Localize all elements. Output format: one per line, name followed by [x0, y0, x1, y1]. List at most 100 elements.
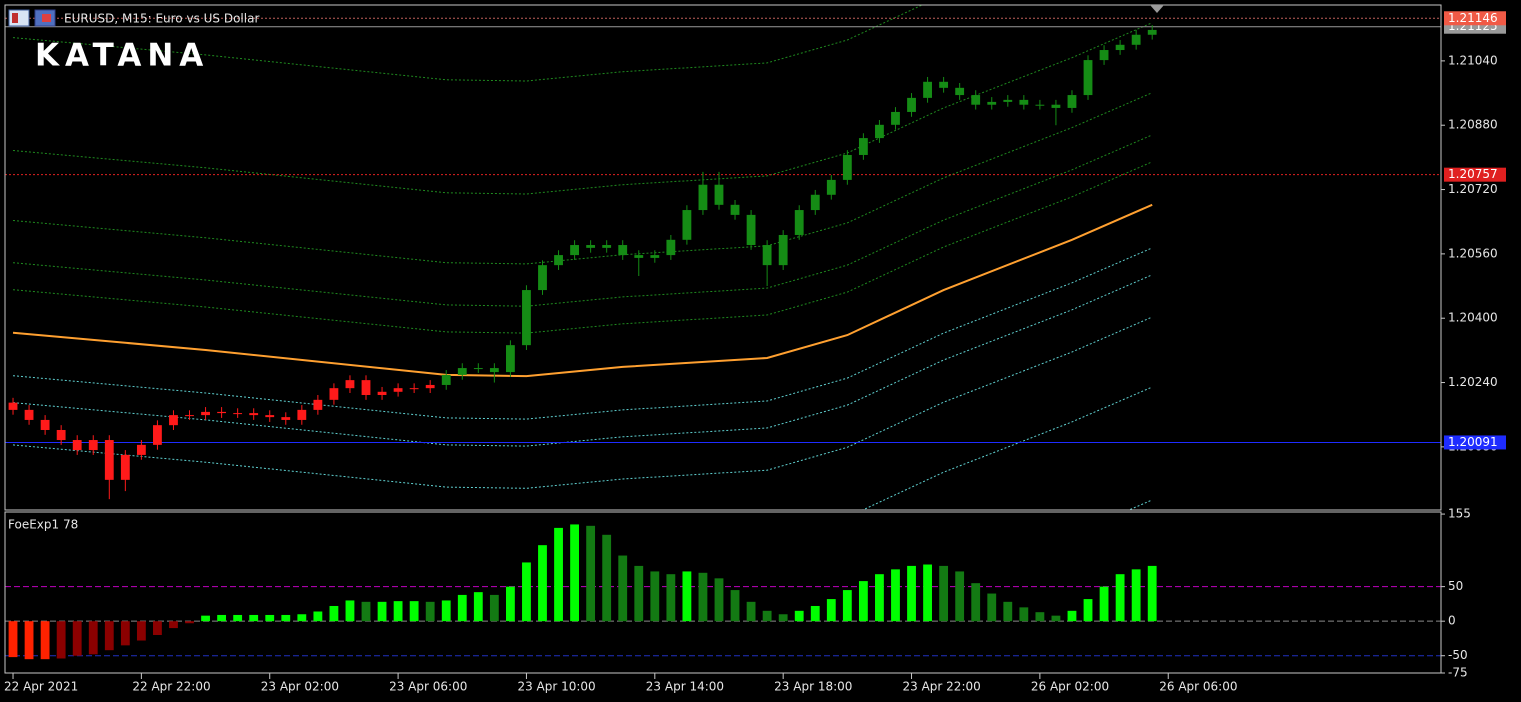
candle-body — [377, 391, 387, 396]
x-tick-label: 22 Apr 22:00 — [132, 680, 210, 694]
candle-body — [730, 204, 740, 215]
indicator-title: FoeExp1 78 — [8, 518, 78, 532]
y-tick-label: 1.21040 — [1448, 53, 1498, 67]
candle-body — [955, 87, 965, 96]
candle-body — [987, 101, 997, 105]
candle-body — [313, 399, 323, 410]
x-tick-label: 22 Apr 2021 — [4, 680, 78, 694]
histogram-bar — [923, 564, 932, 622]
histogram-bar — [682, 571, 692, 622]
histogram-bar — [441, 600, 451, 622]
histogram-bar — [40, 621, 50, 660]
candle-body — [104, 440, 114, 480]
histogram-bar — [8, 621, 18, 658]
window-icons — [8, 9, 56, 27]
histogram-bar — [538, 545, 547, 622]
candle-body — [1115, 44, 1125, 51]
candle-body — [1067, 95, 1077, 108]
candle-body — [457, 368, 467, 375]
price-label: 1.20091 — [1448, 435, 1498, 449]
histogram-bar — [393, 601, 403, 622]
candle-body — [265, 415, 275, 418]
x-tick-label: 23 Apr 18:00 — [774, 680, 852, 694]
candle-body — [489, 368, 499, 373]
candle-body — [522, 290, 531, 346]
histogram-bar — [169, 621, 178, 629]
y-tick-label: -50 — [1448, 648, 1468, 662]
histogram-bar — [233, 614, 243, 622]
histogram-bar — [265, 614, 275, 622]
candle-body — [602, 245, 612, 248]
histogram-bar — [586, 525, 596, 622]
histogram-bar — [72, 621, 82, 656]
histogram-bar — [554, 527, 563, 622]
histogram-bar — [505, 586, 515, 622]
candle-body — [249, 413, 259, 416]
moving-average — [12, 203, 1153, 378]
price-label: 1.21146 — [1448, 11, 1498, 25]
icon — [12, 13, 18, 23]
price-label-bg — [1444, 435, 1506, 450]
x-tick-label: 23 Apr 10:00 — [517, 680, 595, 694]
envelope-band — [12, 22, 1153, 195]
candle-body — [233, 413, 243, 415]
x-tick-label: 26 Apr 06:00 — [1159, 680, 1237, 694]
histogram-bar — [1051, 615, 1061, 622]
candle-body — [24, 409, 34, 420]
envelope-band — [12, 316, 1153, 489]
histogram-bar — [794, 610, 804, 622]
histogram-bar — [778, 614, 788, 622]
histogram-bar — [24, 621, 34, 660]
candle-body — [473, 368, 483, 370]
histogram-bar — [987, 593, 997, 622]
candle-body — [698, 184, 708, 211]
candle-body — [72, 440, 82, 451]
axes: 1.200801.202401.204001.205601.207201.208… — [4, 11, 1506, 694]
histogram-bar — [457, 594, 467, 622]
candle-body — [169, 415, 178, 426]
candle-body — [778, 234, 788, 266]
histogram-bar — [473, 592, 483, 622]
histogram-bar — [313, 611, 323, 622]
candle-body — [810, 194, 820, 211]
candle-body — [650, 255, 660, 258]
main-plot — [5, 5, 1441, 510]
y-tick-label: 0 — [1448, 614, 1456, 628]
y-tick-label: 1.20720 — [1448, 182, 1498, 196]
histogram-bar — [104, 621, 114, 651]
histogram-bar — [56, 621, 66, 659]
candle-body — [201, 411, 210, 416]
candle-body — [40, 419, 50, 430]
histogram-bar — [971, 583, 981, 622]
histogram-bar — [955, 571, 965, 622]
icon — [42, 14, 51, 22]
shift-marker — [1150, 5, 1164, 13]
histogram-bar — [489, 594, 499, 622]
candle-body — [1131, 34, 1141, 45]
candle-body — [425, 384, 435, 389]
histogram-bar — [120, 621, 130, 646]
main-frame — [4, 4, 1442, 511]
histogram-bar — [714, 578, 724, 622]
price-label-bg — [1444, 167, 1506, 182]
histogram-bar — [634, 565, 644, 622]
candle-body — [1003, 99, 1013, 102]
candle-body — [554, 255, 563, 266]
histogram-bar — [1067, 610, 1077, 622]
histogram-bar — [650, 571, 660, 622]
histogram-bar — [409, 601, 419, 622]
histogram-bar — [858, 581, 868, 622]
histogram-bar — [907, 565, 916, 622]
histogram-bar — [810, 605, 820, 622]
histogram-bar — [217, 614, 227, 622]
candle-body — [1019, 99, 1029, 105]
candle-body — [361, 380, 371, 396]
candle-body — [56, 429, 66, 441]
candle-body — [136, 444, 146, 455]
envelope-band — [12, 247, 1153, 420]
y-tick-label: 155 — [1448, 507, 1471, 521]
histogram-bar — [377, 601, 387, 622]
envelope-band — [12, 161, 1153, 334]
histogram-bar — [1147, 565, 1157, 622]
